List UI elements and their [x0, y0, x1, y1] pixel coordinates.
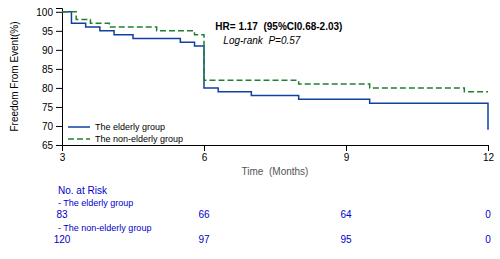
tick: 9 — [344, 145, 350, 163]
tick-mark — [56, 12, 62, 13]
annotation: Log-rank P=0.57 — [223, 35, 300, 46]
legend-label: The elderly group — [95, 122, 165, 132]
y-axis-title: Freedom From Event(%) — [9, 21, 20, 131]
tick-label: 95 — [42, 26, 54, 37]
series-line — [62, 12, 488, 92]
risk-value: 0 — [485, 209, 491, 220]
x-axis: 3 6 9 12 — [60, 145, 495, 163]
annotation: HR= 1.17 (95%CI0.68-2.03) — [215, 21, 342, 32]
legend-swatch — [68, 126, 90, 128]
legend-swatch — [68, 138, 90, 140]
tick-label: 75 — [42, 102, 54, 113]
tick: 90 — [42, 45, 62, 56]
tick-label: 3 — [60, 152, 66, 163]
tick-mark — [56, 126, 62, 127]
risk-value: 95 — [340, 234, 352, 245]
tick-label: 65 — [42, 140, 54, 151]
y-axis: 65 70 75 80 85 90 95 100 — [36, 7, 62, 151]
tick: 95 — [42, 26, 62, 37]
tick: 100 — [36, 7, 62, 18]
plot: 3 6 9 12 65 70 75 80 85 90 95 100 Time (Months) Freed… — [9, 7, 494, 177]
axis-line — [63, 146, 489, 152]
tick: 80 — [42, 83, 62, 94]
tick-label: 70 — [42, 121, 54, 132]
tick-mark — [204, 145, 205, 151]
tick-mark — [56, 31, 62, 32]
tick: 65 — [42, 140, 62, 151]
tick: 6 — [202, 145, 208, 163]
tick-mark — [56, 69, 62, 70]
legend-item: The non-elderly group — [68, 134, 183, 144]
risk-value: 66 — [198, 209, 210, 220]
risk-value: 83 — [56, 209, 68, 220]
legend-label: The non-elderly group — [95, 134, 183, 144]
tick-mark — [56, 50, 62, 51]
tick: 12 — [483, 145, 495, 163]
tick: 3 — [60, 145, 66, 163]
tick-label: 12 — [483, 152, 495, 163]
tick-label: 100 — [36, 7, 53, 18]
risk-value: 97 — [198, 234, 210, 245]
risk-row-label: - The elderly group — [58, 198, 133, 208]
x-axis-title: Time (Months) — [242, 166, 309, 177]
tick-label: 6 — [202, 152, 208, 163]
tick-label: 9 — [344, 152, 350, 163]
risk-row-label: - The non-elderly group — [58, 223, 151, 233]
chart: 3 6 9 12 65 70 75 80 85 90 95 100 Time (Months) Freed… — [0, 0, 500, 259]
axis-line — [56, 9, 63, 146]
tick-mark — [56, 107, 62, 108]
risk-value: 0 — [485, 234, 491, 245]
tick: 70 — [42, 121, 62, 132]
risk-value: 120 — [54, 234, 71, 245]
tick-mark — [56, 88, 62, 89]
legend: The elderly group The non-elderly group — [68, 122, 183, 144]
risk-value: 64 — [340, 209, 352, 220]
tick-label: 85 — [42, 64, 54, 75]
tick-mark — [56, 145, 62, 146]
tick-label: 80 — [42, 83, 54, 94]
risk-table-title: No. at Risk — [58, 185, 108, 196]
tick: 75 — [42, 102, 62, 113]
tick-label: 90 — [42, 45, 54, 56]
legend-item: The elderly group — [68, 122, 165, 132]
tick: 85 — [42, 64, 62, 75]
series-line — [62, 12, 488, 130]
series-group — [62, 12, 488, 130]
tick-mark — [346, 145, 347, 151]
risk-table: No. at Risk - The elderly group83 66 64 0 - T… — [54, 185, 492, 245]
tick-mark — [488, 145, 489, 151]
